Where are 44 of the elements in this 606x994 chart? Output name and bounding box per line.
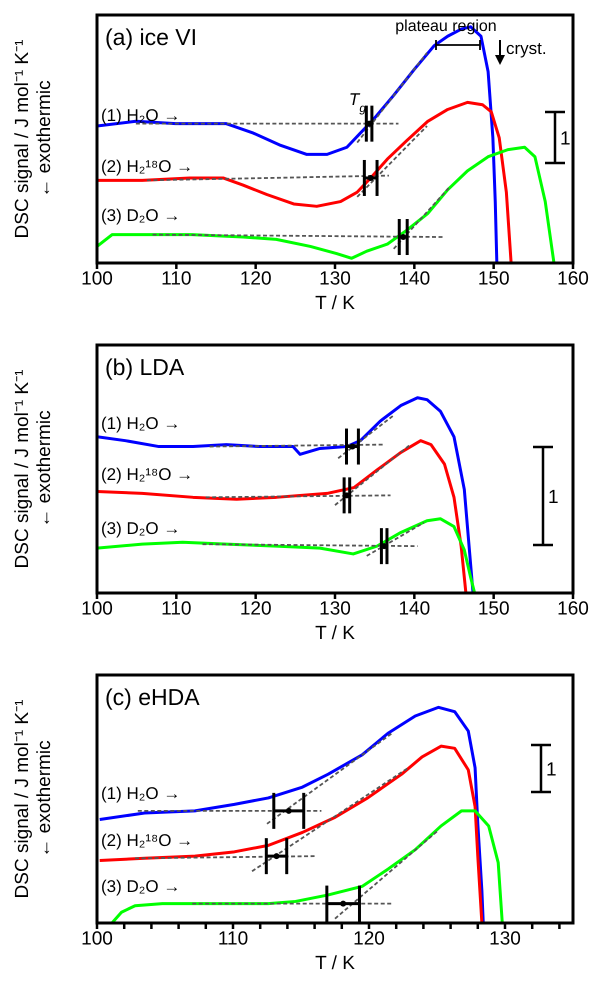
x-tick-label: 100 <box>81 598 113 620</box>
annotation: plateau region <box>395 18 497 35</box>
x-tick-label: 150 <box>478 598 510 620</box>
chart-title: (b) LDA <box>105 354 185 380</box>
x-tick-label: 110 <box>161 268 192 290</box>
series-label: (2) H₂¹⁸O → <box>101 465 194 484</box>
annotation: cryst. <box>506 39 547 58</box>
x-tick-label: 100 <box>81 928 113 950</box>
x-tick-label: 150 <box>478 268 510 290</box>
series-label: (2) H₂¹⁸O → <box>101 157 194 176</box>
x-tick-label: 160 <box>557 598 589 620</box>
y-axis-title: DSC signal / J mol⁻¹ K⁻¹ <box>12 40 33 238</box>
text: ← exothermic <box>34 80 55 198</box>
x-tick-label: 140 <box>398 268 430 290</box>
series-label: (1) H₂O → <box>101 106 180 125</box>
x-tick-label: 130 <box>489 928 521 950</box>
x-tick-label: 120 <box>353 928 385 950</box>
y-axis-title: DSC signal / J mol⁻¹ K⁻¹ <box>12 370 33 568</box>
x-axis-title: T / K <box>315 623 356 644</box>
chart-title: (c) eHDA <box>105 684 200 710</box>
y-axis-title: DSC signal / J mol⁻¹ K⁻¹ <box>12 700 33 898</box>
x-axis-title: T / K <box>315 293 356 314</box>
annotation: 1 <box>548 487 559 508</box>
x-axis-title: T / K <box>315 953 356 974</box>
series-label: (2) H₂¹⁸O → <box>101 831 194 850</box>
x-tick-label: 140 <box>398 598 430 620</box>
annotation: 1 <box>560 128 571 150</box>
annotation: 1 <box>546 760 557 780</box>
x-tick-label: 120 <box>240 268 272 290</box>
text: ← exothermic <box>34 740 55 858</box>
x-tick-label: 120 <box>240 598 272 620</box>
series-label: (1) H₂O → <box>101 784 180 803</box>
chart-title: (a) ice VI <box>105 24 198 50</box>
x-tick-label: 130 <box>319 598 351 620</box>
x-tick-label: 100 <box>81 268 113 290</box>
x-tick-label: 110 <box>218 928 248 950</box>
series-label: (3) D₂O → <box>101 206 180 225</box>
text: ← exothermic <box>34 410 55 528</box>
series-label: (1) H₂O → <box>101 414 180 433</box>
series-label: (3) D₂O → <box>101 519 180 538</box>
x-tick-label: 130 <box>319 268 351 290</box>
series-label: (3) D₂O → <box>101 877 180 896</box>
x-tick-label: 160 <box>557 268 589 290</box>
x-tick-label: 110 <box>161 598 192 620</box>
